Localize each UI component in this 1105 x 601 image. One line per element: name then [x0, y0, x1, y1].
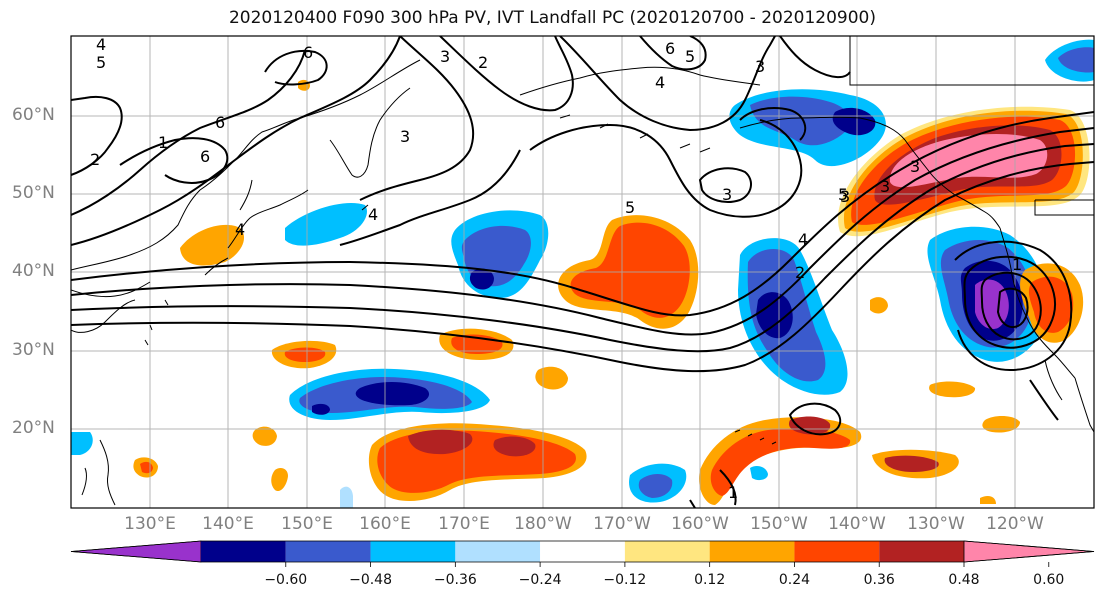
contour-label: 3 [400, 127, 410, 146]
colorbar-tick-label: −0.60 [264, 572, 308, 588]
colorbar-bin [201, 541, 286, 562]
map-frame [70, 35, 1095, 509]
colorbar-bin [540, 541, 625, 562]
contour-lines [71, 36, 1094, 508]
contour-label: 6 [200, 147, 210, 166]
colorbar-bin [285, 541, 371, 562]
colorbar-bin [370, 541, 456, 562]
colorbar-tick-label: 0.48 [948, 572, 980, 588]
lat-label: 60°N [12, 105, 55, 125]
contour-label: 3 [755, 57, 765, 76]
colorbar-bin [709, 541, 795, 562]
contour-label: 4 [368, 205, 378, 224]
contour-label: 6 [665, 39, 675, 58]
contour-label: 5 [96, 53, 106, 72]
colorbar-bin [455, 541, 541, 562]
lat-label: 50°N [12, 183, 55, 203]
lon-label: 130°W [907, 514, 965, 534]
colorbar-extend-min [70, 540, 202, 563]
colorbar-tick-label: 0.36 [863, 572, 895, 588]
lat-label: 20°N [12, 418, 55, 438]
lat-label: 40°N [12, 261, 55, 281]
lon-label: 170°E [438, 514, 490, 534]
colorbar-tick-label: 0.24 [778, 572, 811, 588]
colorbar-tick-label: −0.12 [603, 572, 647, 588]
lon-label: 140°W [828, 514, 886, 534]
contour-label: 5 [838, 185, 848, 204]
contour-label: 4 [798, 230, 808, 249]
contour-label: 1 [728, 483, 738, 502]
lon-label: 150°W [750, 514, 808, 534]
contour-label: 6 [303, 43, 313, 62]
colorbar-tick-label: −0.48 [349, 572, 392, 588]
lon-label: 170°W [593, 514, 651, 534]
lon-label: 140°E [202, 514, 254, 534]
contour-label: 3 [722, 185, 732, 204]
lon-label: 180°W [514, 514, 572, 534]
contour-label: 3 [840, 187, 850, 206]
lon-label: 160°W [671, 514, 729, 534]
contour-label: 1 [1012, 255, 1022, 274]
colorbar-tick-label: 0.12 [694, 572, 726, 588]
colorbar-tick-label: 0.60 [1033, 572, 1065, 588]
contour-label: 6 [215, 113, 225, 132]
map-title: 2020120400 F090 300 hPa PV, IVT Landfall… [228, 8, 876, 28]
colorbar-bin [879, 541, 964, 562]
colorbar-tick-label: −0.36 [433, 572, 477, 588]
map-panel: 4 5 6 6 6 1 2 3 3 3 2 6 5 4 3 5 4 3 4 3 … [71, 35, 1094, 508]
lon-label: 120°W [986, 514, 1044, 534]
lon-label: 130°E [124, 514, 176, 534]
colorbar [70, 540, 1095, 567]
contour-label: 2 [90, 150, 100, 169]
colorbar-outline [70, 540, 1095, 563]
contour-label: 1 [158, 133, 168, 152]
contour-label: 4 [96, 35, 106, 54]
contour-label: 3 [440, 47, 450, 66]
contour-label: 5 [685, 47, 695, 66]
contour-label: 4 [235, 220, 245, 239]
contour-label: 5 [625, 198, 635, 217]
contour-labels: 4 5 6 6 6 1 2 3 3 3 2 6 5 4 3 5 4 3 4 3 … [90, 35, 1022, 502]
colorbar-extend-max [963, 540, 1095, 563]
contour-label: 2 [795, 263, 805, 282]
contour-label: 3 [880, 177, 890, 196]
colorbar-bin [624, 541, 710, 562]
lon-label: 150°E [281, 514, 333, 534]
colorbar-tick-label: −0.24 [518, 572, 562, 588]
lon-label: 160°E [359, 514, 411, 534]
contour-label: 2 [478, 53, 488, 72]
colorbar-bin [794, 541, 880, 562]
contour-label: 4 [655, 73, 665, 92]
lat-label: 30°N [12, 340, 55, 360]
contour-label: 3 [910, 157, 920, 176]
